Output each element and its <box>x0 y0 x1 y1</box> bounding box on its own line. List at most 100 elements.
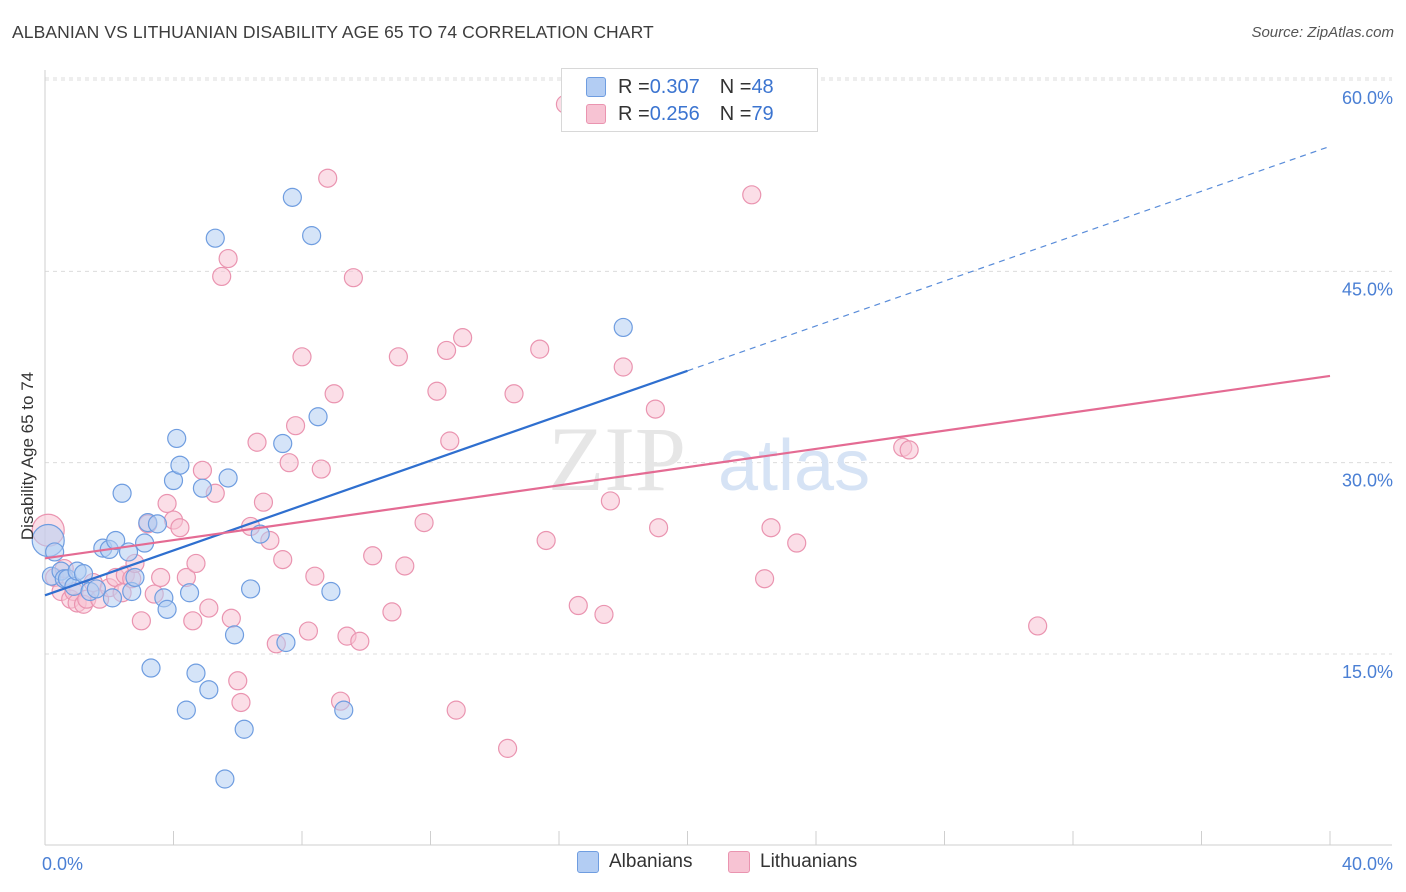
lithuanians-legend-label: Lithuanians <box>760 851 858 872</box>
lithuanian-point <box>594 604 614 625</box>
grid-lines <box>45 77 1392 655</box>
lithuanian-point <box>212 266 232 287</box>
albanian-trend-line <box>44 369 688 597</box>
albanian-point <box>334 700 354 720</box>
lithuanian-point <box>498 738 518 758</box>
lithuanian-point <box>318 168 338 188</box>
lithuanian-point <box>648 518 669 538</box>
albanian-point <box>157 599 177 619</box>
lithuanian-point <box>350 631 370 651</box>
albanian-point <box>218 468 238 488</box>
lithuanian-point <box>363 546 383 566</box>
lithuanian-point <box>440 431 460 451</box>
albanian-swatch <box>586 77 606 97</box>
lithuanian-point <box>536 530 556 551</box>
lithuanian-point <box>292 347 312 367</box>
lithuanian-point <box>221 608 241 628</box>
y-tick-label: 60.0% <box>1342 88 1393 108</box>
albanian-point <box>613 317 633 338</box>
axis-labels: 15.0% 30.0% 45.0% 60.0% 0.0% 40.0% Disability … <box>18 88 1393 874</box>
albanian-point <box>321 581 341 602</box>
y-tick-label: 30.0% <box>1342 471 1393 491</box>
legend-row-lithuanian: R = 0.256 N = 79 <box>586 102 774 126</box>
albanian-point <box>302 226 322 246</box>
albanian-point <box>125 567 145 588</box>
lithuanian-point <box>388 347 408 367</box>
albanian-point <box>282 187 302 207</box>
y-axis-title: Disability Age 65 to 74 <box>18 372 37 540</box>
legend-lithuanians[interactable]: Lithuanians <box>728 851 857 873</box>
albanian-n-value: 48 <box>751 75 774 98</box>
lithuanian-point <box>343 268 363 288</box>
lithuanian-point <box>151 567 171 588</box>
legend-row-albanian: R = 0.307 N = 48 <box>586 75 774 99</box>
lithuanian-point <box>192 460 213 480</box>
lithuanian-point <box>170 518 190 538</box>
chart-title: ALBANIAN VS LITHUANIAN DISABILITY AGE 65… <box>12 22 654 42</box>
lithuanian-point <box>253 492 274 512</box>
albanian-point <box>308 407 328 427</box>
lithuanian-point <box>273 550 293 570</box>
lithuanian-point <box>504 384 524 404</box>
lithuanian-point <box>186 553 206 574</box>
lithuanian-point <box>754 569 775 589</box>
lithuanian-point <box>453 328 473 348</box>
albanian-point <box>205 228 225 248</box>
chart-source: Source: ZipAtlas.com <box>1251 24 1394 41</box>
y-tick-label: 15.0% <box>1342 662 1393 682</box>
legend-albanians[interactable]: Albanians <box>577 851 692 873</box>
lithuanian-r-label: R = <box>618 102 650 125</box>
lithuanian-swatch <box>586 104 606 124</box>
x-tick-label: 40.0% <box>1342 854 1393 874</box>
watermark-atlas: atlas <box>718 426 870 506</box>
albanian-point <box>167 428 187 449</box>
y-tick-label: 45.0% <box>1342 279 1393 299</box>
albanian-n-label: N = <box>719 75 752 98</box>
albanian-point <box>179 583 200 603</box>
lithuanian-trend-line <box>44 374 1331 560</box>
albanian-point <box>273 433 293 454</box>
lithuanian-point <box>899 440 919 460</box>
albanian-r-value: 0.307 <box>649 75 700 98</box>
lithuanian-point <box>761 518 781 538</box>
watermark: ZIP atlas <box>548 408 870 510</box>
lithuanian-point <box>600 491 621 511</box>
albanian-points <box>31 187 633 789</box>
lithuanian-n-value: 79 <box>751 102 774 125</box>
lithuanian-point <box>613 357 633 377</box>
lithuanian-point <box>382 602 402 622</box>
albanian-point <box>250 524 270 544</box>
lithuanian-point <box>787 533 807 553</box>
lithuanian-point <box>218 248 238 269</box>
albanian-point <box>276 632 296 653</box>
lithuanian-point <box>1028 616 1048 636</box>
albanian-point <box>141 658 161 678</box>
trend-lines <box>44 145 1331 597</box>
lithuanian-point <box>742 185 762 205</box>
lithuanian-r-value: 0.256 <box>649 102 700 125</box>
lithuanian-point <box>530 339 550 359</box>
watermark-zip: ZIP <box>548 408 686 510</box>
lithuanian-point <box>183 611 203 631</box>
albanian-point <box>186 663 206 683</box>
albanian-point <box>147 514 168 534</box>
axes <box>44 70 1392 846</box>
albanians-legend-label: Albanians <box>609 851 693 872</box>
albanian-point <box>234 719 254 739</box>
lithuanian-point <box>324 384 344 404</box>
albanian-point <box>215 769 235 789</box>
albanian-point <box>86 579 107 599</box>
lithuanian-points <box>31 94 1048 758</box>
lithuanian-point <box>157 493 177 514</box>
lithuanian-point <box>279 453 299 473</box>
lithuanian-point <box>568 595 588 616</box>
albanian-point <box>112 483 132 503</box>
lithuanian-point <box>305 566 325 586</box>
albanian-point <box>102 588 123 608</box>
albanian-point <box>106 530 126 551</box>
lithuanian-point <box>247 432 267 452</box>
lithuanian-point <box>285 416 306 436</box>
albanian-point <box>199 680 219 700</box>
lithuanian-point <box>228 671 248 691</box>
lithuanian-n-label: N = <box>719 102 752 125</box>
